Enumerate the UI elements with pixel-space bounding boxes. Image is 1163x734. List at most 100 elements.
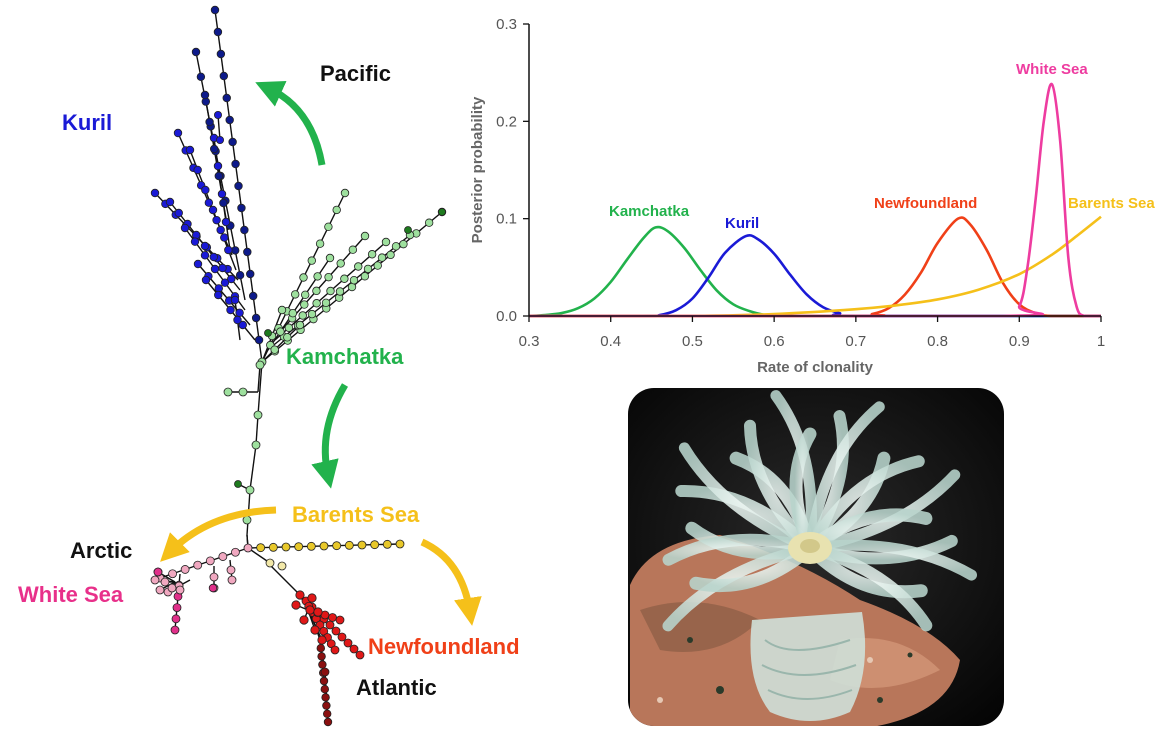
haplotype-node <box>307 593 317 603</box>
haplotype-node <box>343 638 353 648</box>
x-axis-title: Rate of clonality <box>757 359 874 376</box>
network-edge <box>269 564 301 596</box>
tentacle <box>804 455 925 554</box>
haplotype-node <box>332 205 341 215</box>
x-tick-label: 0.9 <box>1009 333 1030 350</box>
haplotype-node <box>325 253 335 263</box>
haplotype-node <box>363 264 373 274</box>
haplotype-node <box>245 485 255 495</box>
arctic-label: Arctic <box>70 538 132 563</box>
haplotype-node <box>223 387 233 397</box>
y-axis-title: Posterior probability <box>469 96 486 243</box>
haplotype-node <box>235 308 244 317</box>
haplotype-node <box>340 274 349 283</box>
haplotype-node <box>295 590 305 600</box>
haplotype-node <box>335 287 345 296</box>
haplotype-node <box>270 345 279 354</box>
y-tick-label: 0.2 <box>496 113 517 130</box>
haplotype-node <box>377 253 387 262</box>
haplotype-node <box>238 387 248 397</box>
haplotype-node <box>325 620 335 630</box>
haplotype-node <box>317 652 326 661</box>
haplotype-node <box>160 577 170 587</box>
haplotype-node <box>323 717 333 727</box>
haplotype-node <box>200 251 210 260</box>
haplotype-node <box>218 552 228 561</box>
haplotype-node <box>300 300 309 309</box>
haplotype-node <box>168 569 177 579</box>
haplotype-node <box>231 159 240 169</box>
haplotype-node <box>165 197 175 207</box>
x-ticks: 0.3 0.4 0.5 0.6 0.7 0.8 0.9 1 <box>519 316 1105 350</box>
haplotype-node <box>242 515 252 525</box>
haplotype-node <box>222 93 231 103</box>
haplotype-network: Pacific Kuril Kamchatka Barents Sea Arct… <box>18 5 520 727</box>
haplotype-node <box>284 323 294 332</box>
haplotype-node <box>209 144 219 154</box>
haplotype-node <box>344 540 354 550</box>
haplotype-node <box>170 625 180 635</box>
haplotype-node <box>360 272 370 281</box>
haplotype-node <box>218 263 227 273</box>
haplotype-node <box>238 320 247 330</box>
haplotype-node <box>155 585 165 595</box>
haplotype-node <box>281 542 291 552</box>
haplotype-node <box>313 607 323 617</box>
haplotype-node <box>196 72 206 81</box>
haplotype-node <box>291 600 301 610</box>
haplotype-node <box>224 245 233 255</box>
haplotype-node <box>355 650 365 660</box>
haplotype-node <box>248 291 258 301</box>
haplotype-node <box>226 565 236 575</box>
haplotype-node <box>386 250 395 260</box>
haplotype-node <box>313 272 322 281</box>
haplotype-node <box>322 701 331 710</box>
network-nodes <box>150 5 447 727</box>
haplotype-node <box>210 264 220 274</box>
haplotype-node <box>201 275 211 285</box>
haplotype-node <box>317 635 327 645</box>
haplotype-node <box>246 269 255 279</box>
haplotype-node <box>323 709 332 718</box>
network-edge <box>257 361 263 416</box>
haplotype-node <box>172 603 182 612</box>
network-edge <box>249 444 257 491</box>
y-ticks: 0.0 0.1 0.2 0.3 <box>496 16 529 325</box>
haplotype-node <box>349 644 359 654</box>
haplotype-node <box>210 5 220 15</box>
haplotype-node <box>276 327 285 336</box>
haplotype-node <box>340 188 350 198</box>
haplotype-node <box>204 198 214 207</box>
haplotype-node <box>216 225 225 235</box>
haplotype-node <box>354 262 363 271</box>
series-label-kuril: Kuril <box>725 215 759 232</box>
haplotype-node <box>321 298 331 307</box>
haplotype-node <box>321 693 330 702</box>
haplotype-node <box>254 335 264 345</box>
haplotype-node <box>307 309 317 319</box>
haplotype-node <box>150 575 160 585</box>
y-tick-label: 0.3 <box>496 16 517 33</box>
haplotype-node <box>205 117 214 127</box>
haplotype-node <box>370 540 380 550</box>
haplotype-node <box>307 256 316 265</box>
haplotype-node <box>193 560 203 570</box>
haplotype-node <box>319 541 329 551</box>
newfoundland-label: Newfoundland <box>368 634 520 659</box>
haplotype-node <box>318 660 327 669</box>
haplotype-node <box>301 290 310 299</box>
haplotype-node <box>251 313 261 323</box>
kamchatka-down-arrow <box>311 383 349 489</box>
haplotype-node <box>291 290 300 299</box>
series-label-white-sea: White Sea <box>1016 61 1088 78</box>
haplotype-node <box>324 272 333 282</box>
haplotype-node <box>335 615 345 625</box>
anemone-column <box>750 612 866 721</box>
haplotype-node <box>237 203 246 213</box>
haplotype-node <box>268 542 278 552</box>
haplotype-node <box>227 575 237 585</box>
tentacle <box>804 401 885 554</box>
haplotype-node <box>221 217 231 227</box>
haplotype-node <box>191 47 201 57</box>
